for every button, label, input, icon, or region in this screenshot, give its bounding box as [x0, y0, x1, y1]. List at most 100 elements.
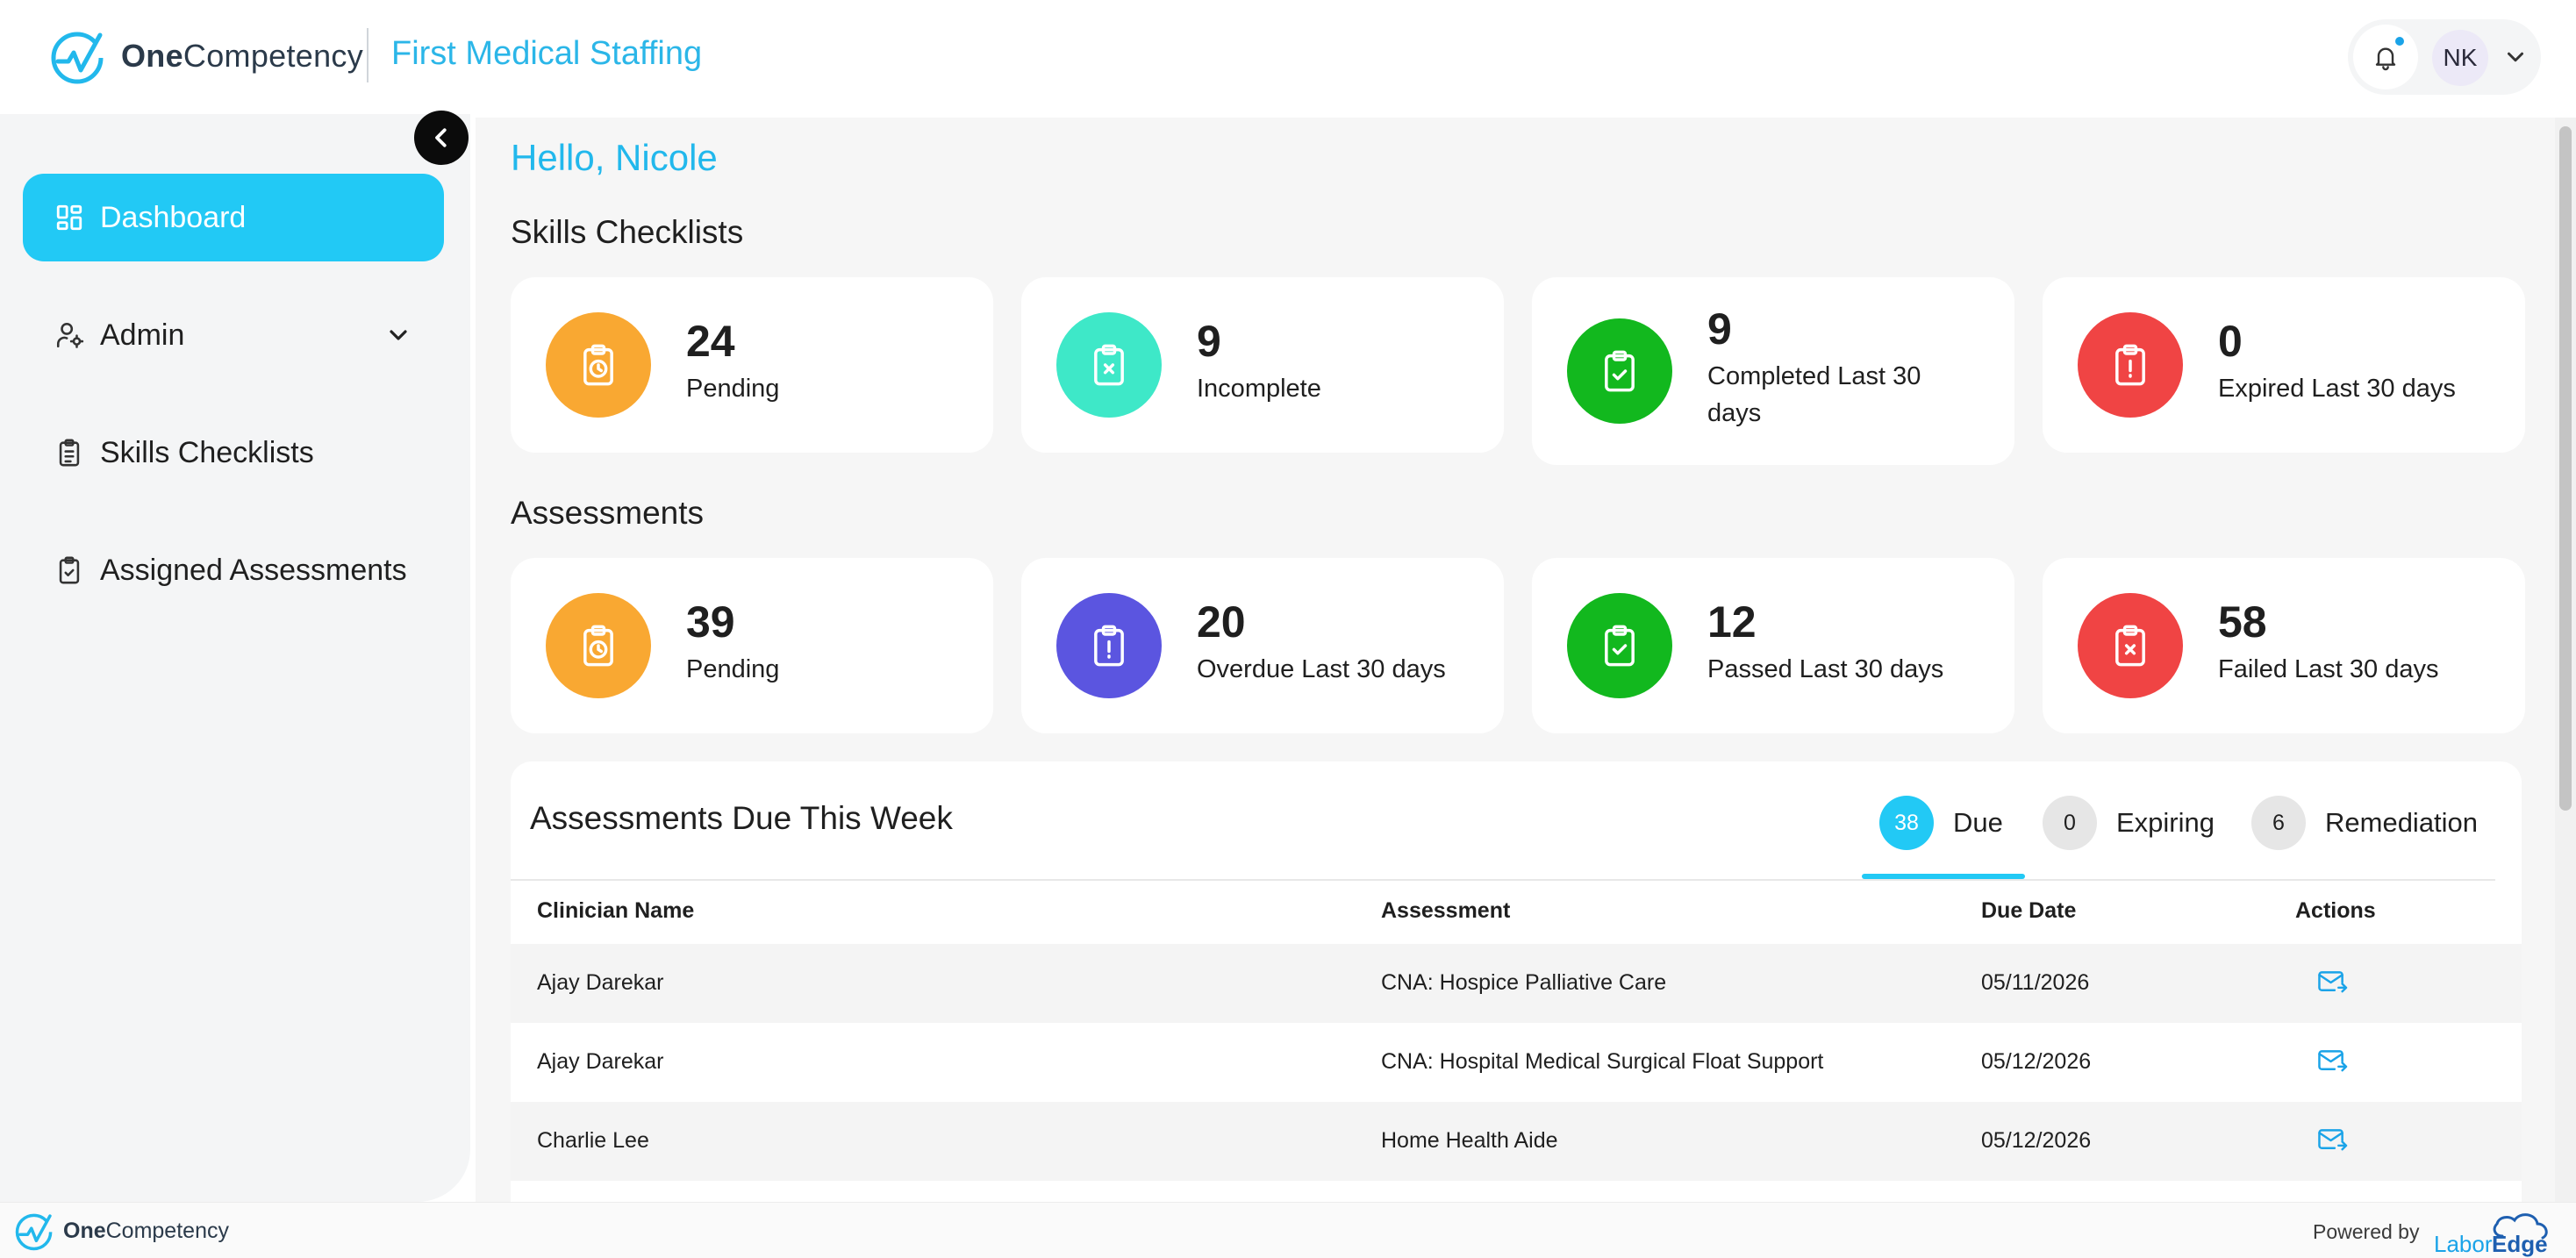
card-label: Completed Last 30 days — [1707, 362, 1921, 427]
assessment-card-failed[interactable]: 58 Failed Last 30 days — [2043, 558, 2525, 733]
skills-card-completed[interactable]: 9 Completed Last 30 days — [1532, 277, 2014, 465]
footer-onecompetency-logo: OneCompetency — [14, 1210, 229, 1252]
powered-by-label: Powered by — [2313, 1220, 2420, 1243]
card-label: Pending — [686, 655, 780, 683]
card-count: 39 — [686, 597, 735, 647]
sidebar: Dashboard Admin Skills Checklists Assign… — [0, 114, 470, 1202]
sidebar-item-dashboard[interactable]: Dashboard — [23, 174, 444, 261]
clipboard-check-icon — [59, 556, 80, 584]
card-count: 12 — [1707, 597, 1757, 647]
card-label: Failed Last 30 days — [2218, 655, 2439, 683]
send-reminder-mail-icon[interactable] — [2316, 1047, 2348, 1076]
notifications-button[interactable] — [2353, 25, 2418, 89]
organization-name: First Medical Staffing — [391, 35, 703, 72]
scrollbar-thumb[interactable] — [2559, 126, 2572, 811]
sidebar-item-assigned-assessments[interactable]: Assigned Assessments — [23, 526, 444, 614]
card-label: Incomplete — [1197, 375, 1321, 403]
column-header-due-date[interactable]: Due Date — [1981, 898, 2077, 923]
logo-check-icon — [51, 32, 104, 84]
tab-count-badge: 38 — [1879, 796, 1934, 850]
clinician-name: Charlie Lee — [537, 1128, 649, 1153]
column-header-assessment[interactable]: Assessment — [1381, 898, 1511, 923]
sidebar-item-label: Assigned Assessments — [100, 553, 407, 587]
tab-label: Expiring — [2116, 807, 2215, 838]
card-label: Pending — [686, 375, 780, 403]
header-divider — [367, 28, 369, 82]
send-reminder-mail-icon[interactable] — [2316, 1126, 2348, 1154]
assessment-name: Home Health Aide — [1381, 1128, 1558, 1153]
clipboard-check-icon — [1567, 593, 1672, 698]
assessments-due-panel: Assessments Due This Week 38 Due 0 Expir… — [511, 761, 2522, 1202]
skills-card-incomplete[interactable]: 9 Incomplete — [1021, 277, 1504, 453]
table-row[interactable]: Charlie Lee Home Health Aide 05/12/2026 — [511, 1102, 2522, 1181]
footer: OneCompetency Powered by Labor Edge — [0, 1202, 2576, 1258]
assessment-card-passed[interactable]: 12 Passed Last 30 days — [1532, 558, 2014, 733]
collapse-sidebar-button[interactable] — [414, 111, 469, 165]
sidebar-item-admin[interactable]: Admin — [23, 291, 444, 379]
tab-expiring[interactable]: 0 Expiring — [2043, 791, 2215, 854]
logo-check-icon — [15, 1213, 53, 1251]
clinician-name: Ajay Darekar — [537, 970, 664, 995]
column-header-clinician[interactable]: Clinician Name — [537, 898, 695, 923]
card-count: 20 — [1197, 597, 1246, 647]
card-count: 24 — [686, 317, 735, 366]
assessment-name: CNA: Hospice Palliative Care — [1381, 970, 1667, 995]
logo-text: OneCompetency — [121, 38, 364, 74]
clipboard-alert-icon — [2078, 312, 2183, 418]
clipboard-list-icon — [59, 439, 80, 467]
chevron-down-icon — [390, 330, 407, 340]
clinician-name: Ajay Darekar — [537, 1049, 664, 1074]
send-reminder-mail-icon[interactable] — [2316, 969, 2348, 997]
svg-text:Labor: Labor — [2434, 1231, 2493, 1257]
tab-due[interactable]: 38 Due — [1879, 791, 2003, 854]
active-tab-indicator — [1862, 874, 2025, 879]
footer-logo-text: OneCompetency — [63, 1218, 229, 1243]
tab-label: Remediation — [2325, 807, 2479, 838]
assessment-name: CNA: Hospital Medical Surgical Float Sup… — [1381, 1049, 1824, 1074]
main-content: Hello, Nicole Skills Checklists 24 Pendi… — [476, 118, 2555, 1202]
skills-card-expired[interactable]: 0 Expired Last 30 days — [2043, 277, 2525, 453]
svg-text:Edge: Edge — [2492, 1231, 2548, 1257]
table-row[interactable]: Ajay Darekar CNA: Hospital Medical Surgi… — [511, 1023, 2522, 1102]
top-header: OneCompetency First Medical Staffing NK — [0, 0, 2576, 114]
dashboard-icon — [56, 204, 82, 231]
user-controls: NK — [2348, 19, 2541, 95]
tab-remediation[interactable]: 6 Remediation — [2251, 791, 2478, 854]
tab-count-badge: 0 — [2043, 796, 2097, 850]
clipboard-clock-icon — [546, 312, 651, 418]
greeting: Hello, Nicole — [511, 137, 718, 178]
sidebar-item-skills-checklists[interactable]: Skills Checklists — [23, 409, 444, 497]
onecompetency-logo[interactable]: OneCompetency — [49, 26, 363, 86]
clipboard-x-icon — [1056, 312, 1162, 418]
sidebar-item-label: Dashboard — [100, 200, 247, 234]
clipboard-clock-icon — [546, 593, 651, 698]
card-count: 0 — [2218, 317, 2243, 366]
sidebar-item-label: Skills Checklists — [100, 435, 314, 469]
laboredge-logo: Labor Edge — [2434, 1213, 2548, 1257]
card-count: 58 — [2218, 597, 2267, 647]
user-settings-icon — [56, 322, 84, 348]
assessment-card-pending[interactable]: 39 Pending — [511, 558, 993, 733]
panel-divider — [511, 879, 2495, 881]
assessment-card-overdue[interactable]: 20 Overdue Last 30 days — [1021, 558, 1504, 733]
due-date: 05/11/2026 — [1981, 970, 2090, 995]
skills-section-title: Skills Checklists — [511, 214, 744, 250]
main-scrollbar[interactable] — [2555, 118, 2576, 1202]
clipboard-x-icon — [2078, 593, 2183, 698]
card-count: 9 — [1707, 304, 1732, 354]
skills-card-pending[interactable]: 24 Pending — [511, 277, 993, 453]
card-label: Overdue Last 30 days — [1197, 655, 1446, 683]
tab-label: Due — [1953, 807, 2003, 838]
clipboard-alert-icon — [1056, 593, 1162, 698]
due-date: 05/12/2026 — [1981, 1049, 2092, 1074]
card-label: Passed Last 30 days — [1707, 655, 1944, 683]
chevron-left-icon — [435, 128, 447, 147]
user-avatar[interactable]: NK — [2432, 30, 2488, 86]
table-row[interactable]: Ajay Darekar CNA: Hospice Palliative Car… — [511, 944, 2522, 1023]
clipboard-check-icon — [1567, 318, 1672, 424]
panel-title: Assessments Due This Week — [530, 800, 953, 836]
chevron-down-icon[interactable] — [2502, 44, 2529, 70]
tab-count-badge: 6 — [2251, 796, 2306, 850]
column-header-actions: Actions — [2295, 898, 2376, 923]
sidebar-item-label: Admin — [100, 318, 185, 352]
